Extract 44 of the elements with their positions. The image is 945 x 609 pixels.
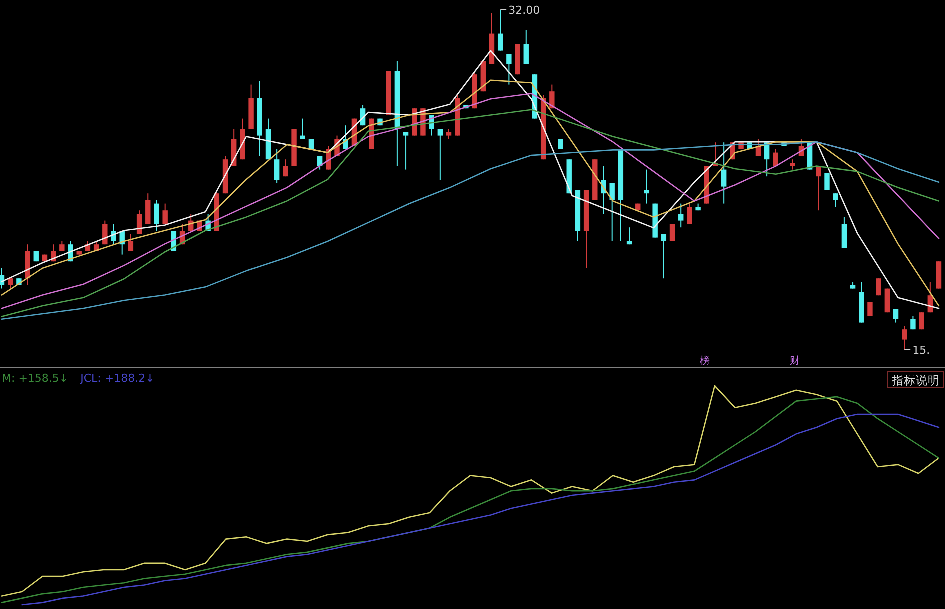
candlestick [136,210,142,235]
candlestick [644,169,650,204]
candlestick [626,227,632,246]
candlestick [678,203,684,228]
candlestick [876,278,882,296]
candlestick [8,278,14,290]
candlestick [162,203,168,225]
candlestick [0,268,5,290]
candlestick [60,240,65,252]
annotation: 15. [912,344,930,357]
text: M: +158.5↓ [2,372,69,385]
candlestick [498,10,504,52]
candlestick [910,316,916,330]
candlestick [721,142,727,204]
candlestick [506,54,512,86]
candlestick [446,128,452,140]
text: JCL: +188.2↓ [80,372,155,385]
candlestick [610,182,615,242]
candlestick [403,132,409,170]
candlestick [790,159,796,170]
candlestick [274,148,280,184]
candlestick [833,193,838,208]
candlestick [524,30,529,65]
candlestick [773,148,778,167]
candlestick [661,234,667,280]
candlestick [670,224,676,242]
candlestick [687,203,692,225]
candlestick [842,216,848,248]
candlestick [128,234,134,252]
text: 财 [790,355,800,367]
text: 榜 [700,355,710,367]
candlestick [146,193,151,225]
candlestick [893,308,899,324]
candlestick [824,172,830,191]
candlestick [154,200,160,232]
candlestick [438,128,444,180]
candlestick [902,326,908,350]
annotation: 32.00 [508,4,540,17]
candlestick [919,312,924,330]
candlestick [558,138,564,150]
annotation: 指标说明 [891,374,940,388]
candlestick [317,156,323,170]
candlestick [816,166,822,212]
candlestick [283,159,288,178]
